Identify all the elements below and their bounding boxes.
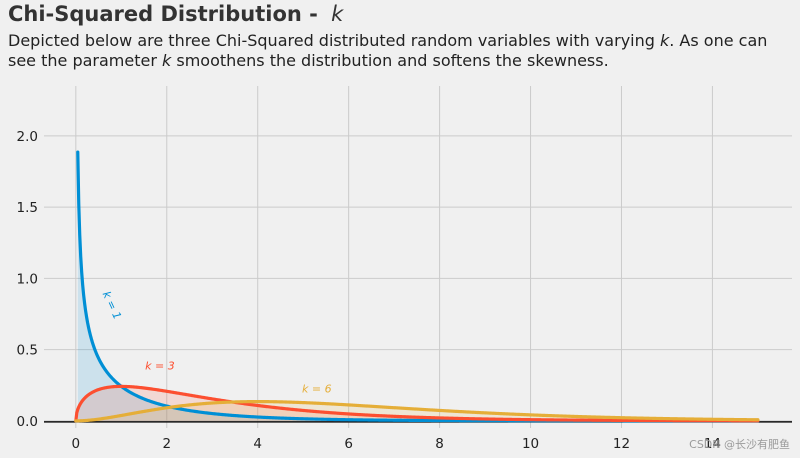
subtitle-part: . As one can see the parameter [8,31,768,70]
x-tick-label: 8 [435,436,444,452]
chart-title: Chi-Squared Distribution - k [8,2,343,26]
series-lines [74,150,760,423]
x-tick-label: 0 [72,436,81,452]
area-fills [75,152,758,421]
series-line-k=1 [76,150,760,423]
axis-tick-labels: 0 2 4 6 8 10 12 14 0.0 0.5 1.0 1.5 2.0 [17,129,722,452]
x-tick-label: 12 [613,436,630,452]
y-tick-label: 0.0 [17,414,38,430]
y-tick-label: 1.5 [17,200,38,216]
x-tick-label: 6 [344,436,353,452]
subtitle-part: Depicted below are three Chi-Squared dis… [8,31,660,50]
y-tick-label: 0.5 [17,343,38,359]
subtitle-part: smoothens the distribution and softens t… [171,51,609,70]
subtitle-variable: k [162,51,172,70]
series-line-k=6 [74,399,760,423]
series-fill-k=3 [75,386,758,421]
series-label-k=1: k = 1 [100,289,124,321]
chart-subtitle: Depicted below are three Chi-Squared dis… [8,31,798,71]
series-line-k=3 [74,384,760,423]
grid-lines [44,86,792,428]
watermark: CSDN @长沙有肥鱼 [689,438,790,451]
subtitle-variable: k [659,31,670,50]
x-tick-label: 2 [162,436,171,452]
x-tick-label: 4 [253,436,262,452]
chart-title-text: Chi-Squared Distribution - [8,2,326,26]
series-labels: k = 1 k = 3 k = 6 [100,289,332,395]
y-tick-label: 1.0 [17,271,38,287]
x-tick-label: 10 [522,436,539,452]
x-tick-label: 14 [704,436,721,452]
chart-title-variable: k [331,2,344,26]
series-label-k=6: k = 6 [302,382,332,395]
series-label-k=3: k = 3 [145,360,175,373]
y-tick-label: 2.0 [17,129,38,145]
series-fill-k=1 [77,152,758,421]
